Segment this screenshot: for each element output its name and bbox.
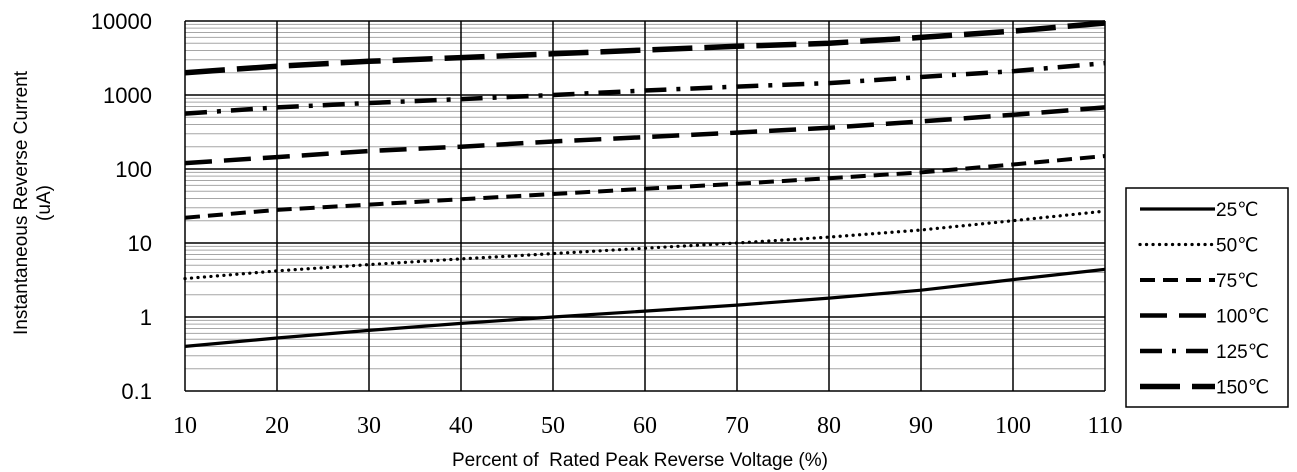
x-tick-label: 50 [541, 413, 565, 439]
y-axis-label: Instantaneous Reverse Current (uA) [11, 70, 55, 335]
y-tick-label: 100 [115, 157, 152, 182]
y-axis-label-line-1: Instantaneous Reverse Current [11, 70, 32, 335]
x-tick-label: 70 [725, 413, 749, 439]
major-gridlines [184, 20, 1106, 392]
x-tick-label: 20 [265, 413, 289, 439]
legend-label-3: 75℃ [1216, 271, 1258, 292]
y-tick-label: 1 [140, 305, 152, 330]
x-axis-label: Percent of Rated Peak Reverse Voltage (%… [452, 450, 828, 471]
x-tick-label: 80 [817, 413, 841, 439]
x-tick-label: 10 [173, 413, 197, 439]
legend-label-4: 100℃ [1216, 307, 1269, 328]
legend: 25℃ 50℃ 75℃ 100℃ 125℃ 150℃ [1125, 187, 1289, 408]
series-line-6 [184, 20, 1106, 76]
y-tick-label: 10 [128, 231, 152, 256]
x-tick-label: 110 [1087, 413, 1122, 439]
legend-label-1: 25℃ [1216, 200, 1258, 221]
x-tick-label: 30 [357, 413, 381, 439]
legend-label-2: 50℃ [1216, 236, 1258, 257]
x-tick-label: 100 [995, 413, 1031, 439]
series-line-2 [183, 209, 1107, 281]
x-tick-label: 90 [909, 413, 933, 439]
series-line-3 [184, 154, 1106, 220]
series-line-4 [184, 105, 1106, 166]
legend-box [1125, 187, 1289, 408]
series-line-5 [184, 60, 1106, 116]
y-tick-labels: 0.1 1 10 100 1000 10000 [91, 9, 152, 404]
x-tick-labels: 10 20 30 40 50 60 70 80 90 100 110 [173, 413, 1123, 439]
legend-label-5: 125℃ [1216, 342, 1269, 363]
y-tick-label: 1000 [103, 83, 152, 108]
x-tick-label: 60 [633, 413, 657, 439]
x-tick-label: 40 [449, 413, 473, 439]
series-lines [183, 20, 1107, 348]
series-line-1 [184, 267, 1106, 348]
legend-label-6: 150℃ [1216, 378, 1269, 399]
y-tick-label: 10000 [91, 9, 152, 34]
y-tick-label: 0.1 [121, 379, 152, 404]
y-axis-label-line-2: (uA) [34, 185, 55, 221]
